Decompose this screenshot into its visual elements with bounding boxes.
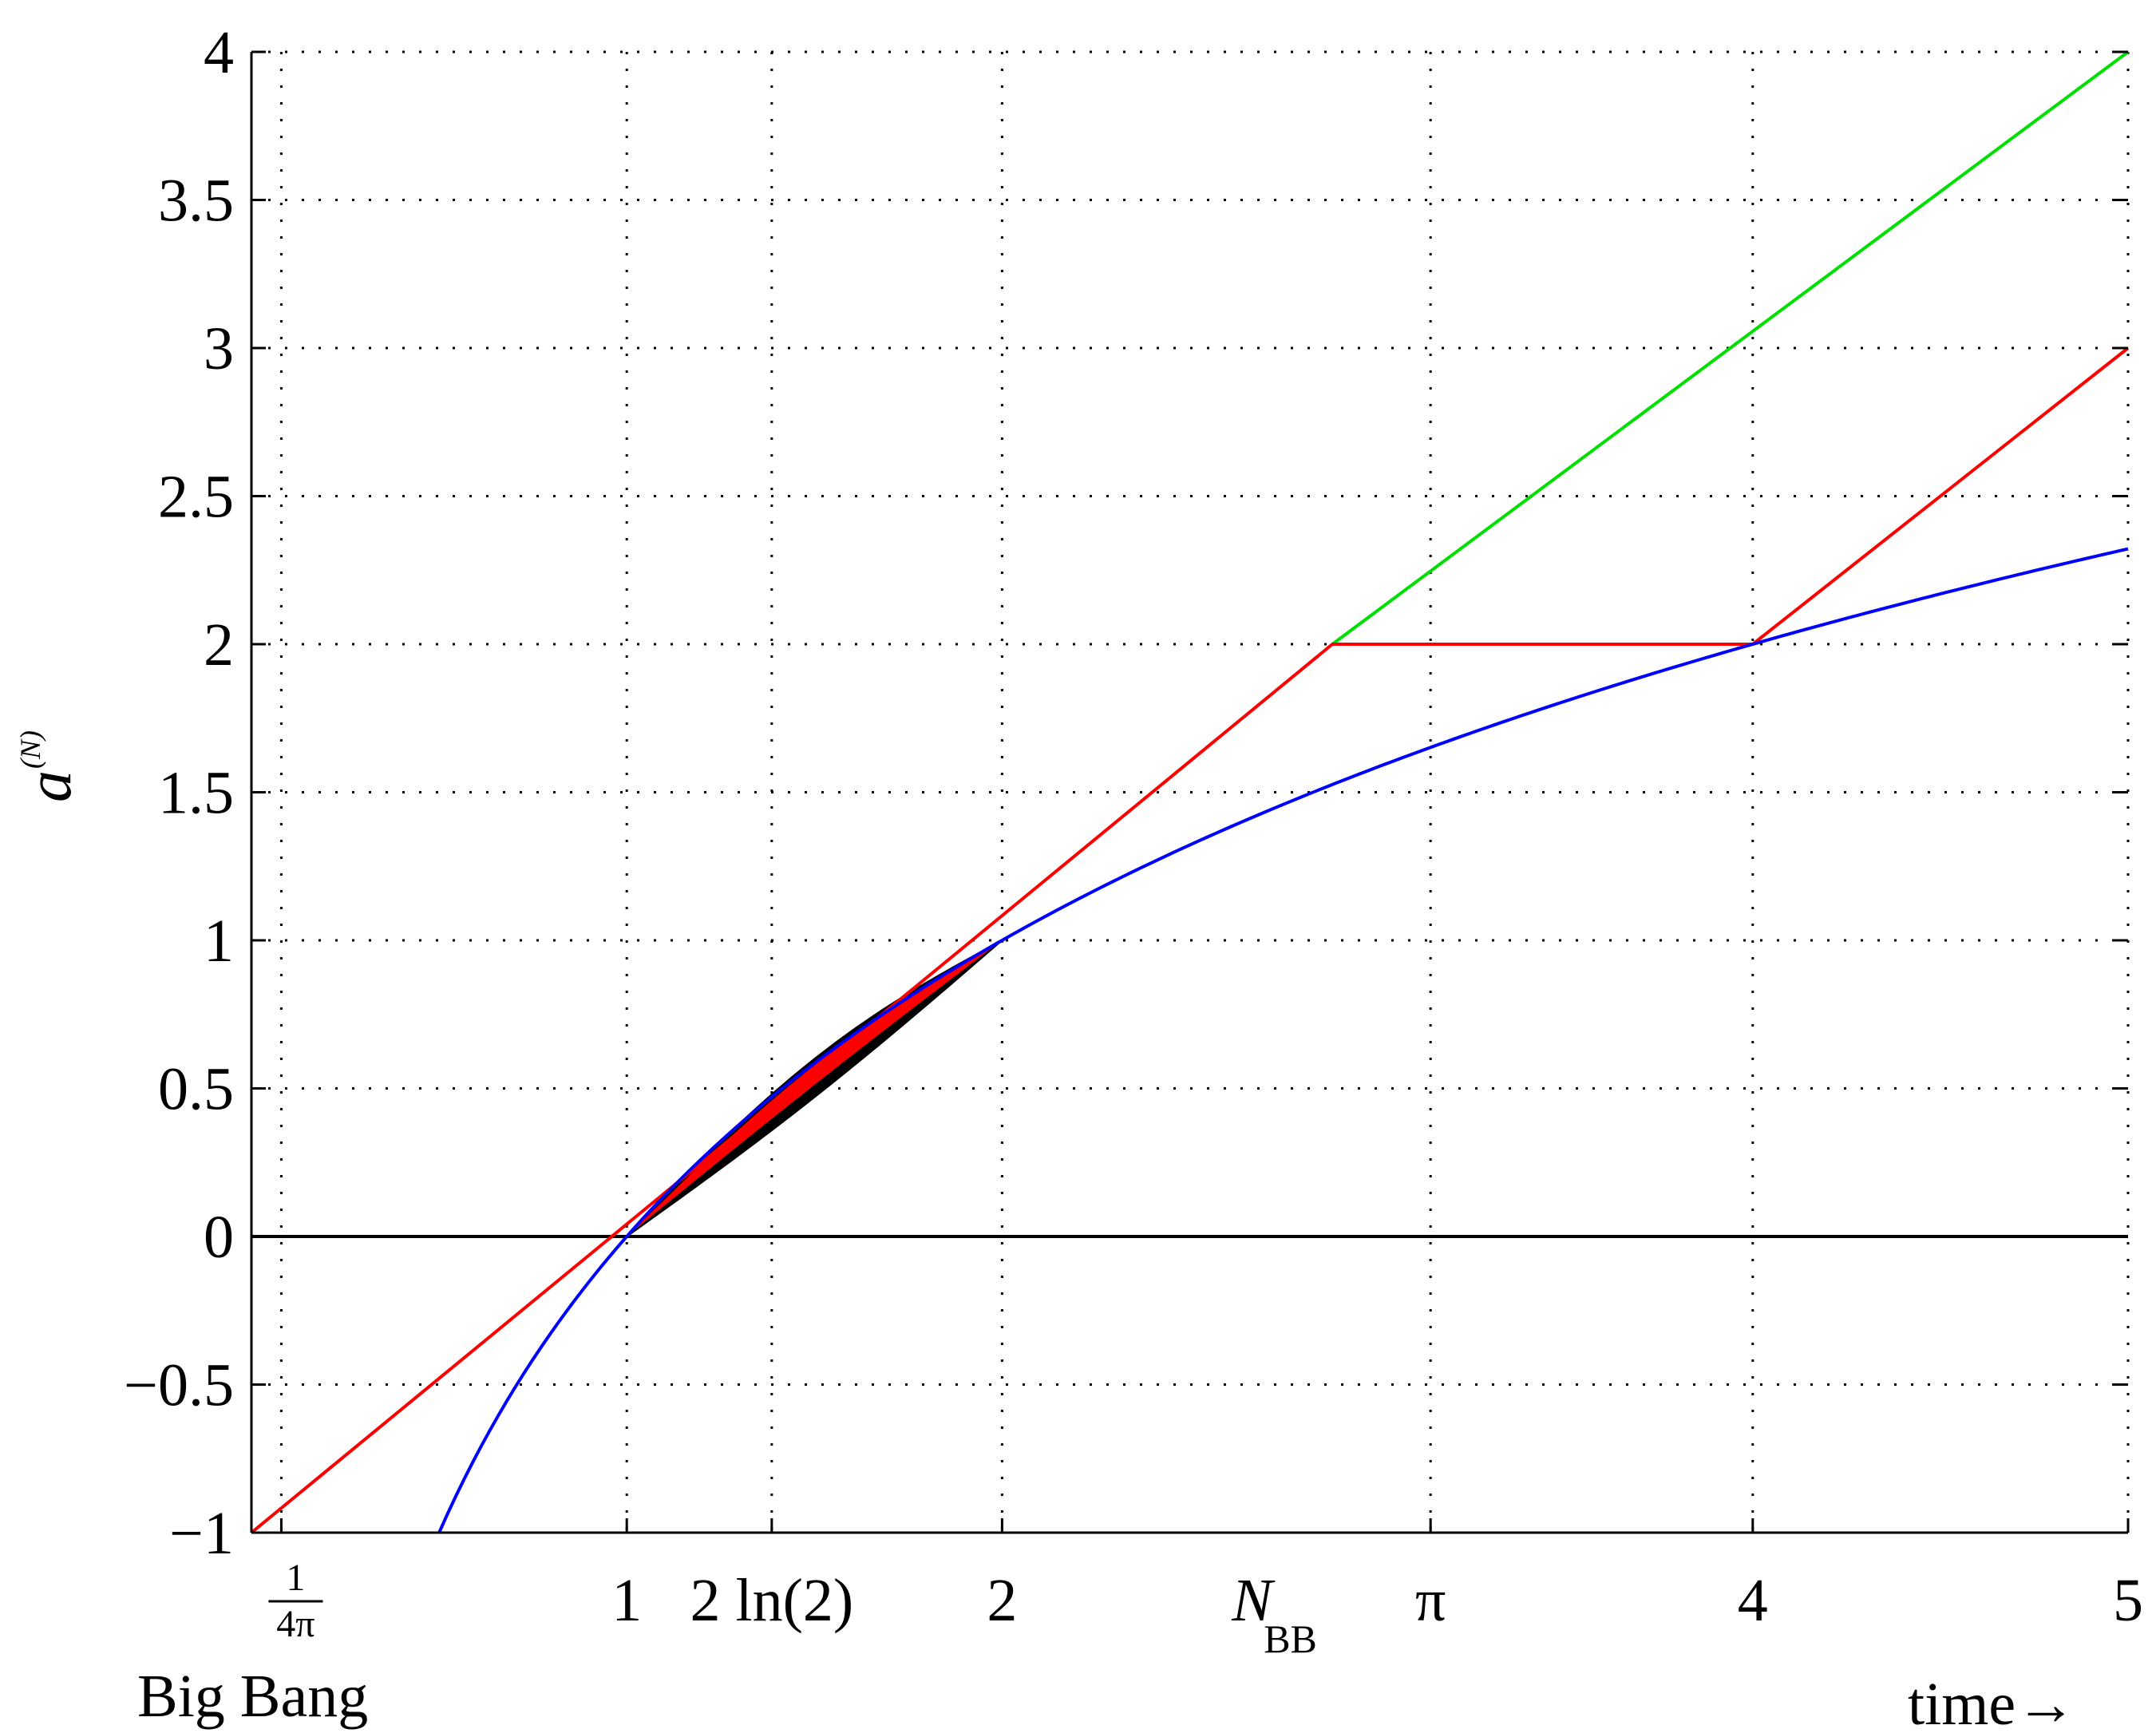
x-tick-label: 1 xyxy=(611,1567,642,1634)
x-tick-label: π xyxy=(1415,1567,1446,1634)
y-tick-label: 3.5 xyxy=(158,168,234,235)
x-tick-label: 2 ln(2) xyxy=(690,1567,853,1634)
y-axis-label: a (N) xyxy=(14,730,85,802)
y-tick-label: −0.5 xyxy=(124,1352,234,1419)
y-tick-label: 3 xyxy=(204,315,234,382)
plot-frame xyxy=(250,50,2130,1534)
x-annotation-subscript: BB xyxy=(1264,1616,1317,1661)
x-tick-label: 2 xyxy=(987,1567,1017,1634)
y-axis-label-main: a xyxy=(14,770,85,802)
y-tick-label: 2 xyxy=(204,611,234,679)
big-bang-label: Big Bang xyxy=(137,1663,368,1730)
series-line-2 xyxy=(437,547,2129,1533)
y-tick-label: 1.5 xyxy=(158,760,234,827)
x-tick-label-numerator: 1 xyxy=(286,1557,305,1599)
x-tick-label: 5 xyxy=(2113,1567,2143,1634)
y-tick-label: 2.5 xyxy=(158,464,234,531)
y-tick-label: 0.5 xyxy=(158,1056,234,1123)
lens-outline xyxy=(626,940,1003,1237)
series-line-0 xyxy=(1331,50,2130,646)
grid-layer xyxy=(251,50,2130,1534)
lens-region xyxy=(626,940,1003,1237)
x-tick-label: 4 xyxy=(1738,1567,1768,1634)
y-tick-label: 4 xyxy=(204,19,234,86)
series-layer xyxy=(250,50,2130,1534)
x-tick-label-denominator: 4π xyxy=(276,1603,314,1645)
series-line-1 xyxy=(250,346,2130,1534)
x-annotation-label: N xyxy=(1231,1567,1276,1634)
y-tick-label: 1 xyxy=(204,908,234,975)
y-axis-label-superscript: (N) xyxy=(14,730,46,769)
y-tick-label: 0 xyxy=(204,1204,234,1271)
y-tick-label: −1 xyxy=(169,1500,234,1567)
time-arrow-label: time→ xyxy=(1908,1671,2076,1733)
